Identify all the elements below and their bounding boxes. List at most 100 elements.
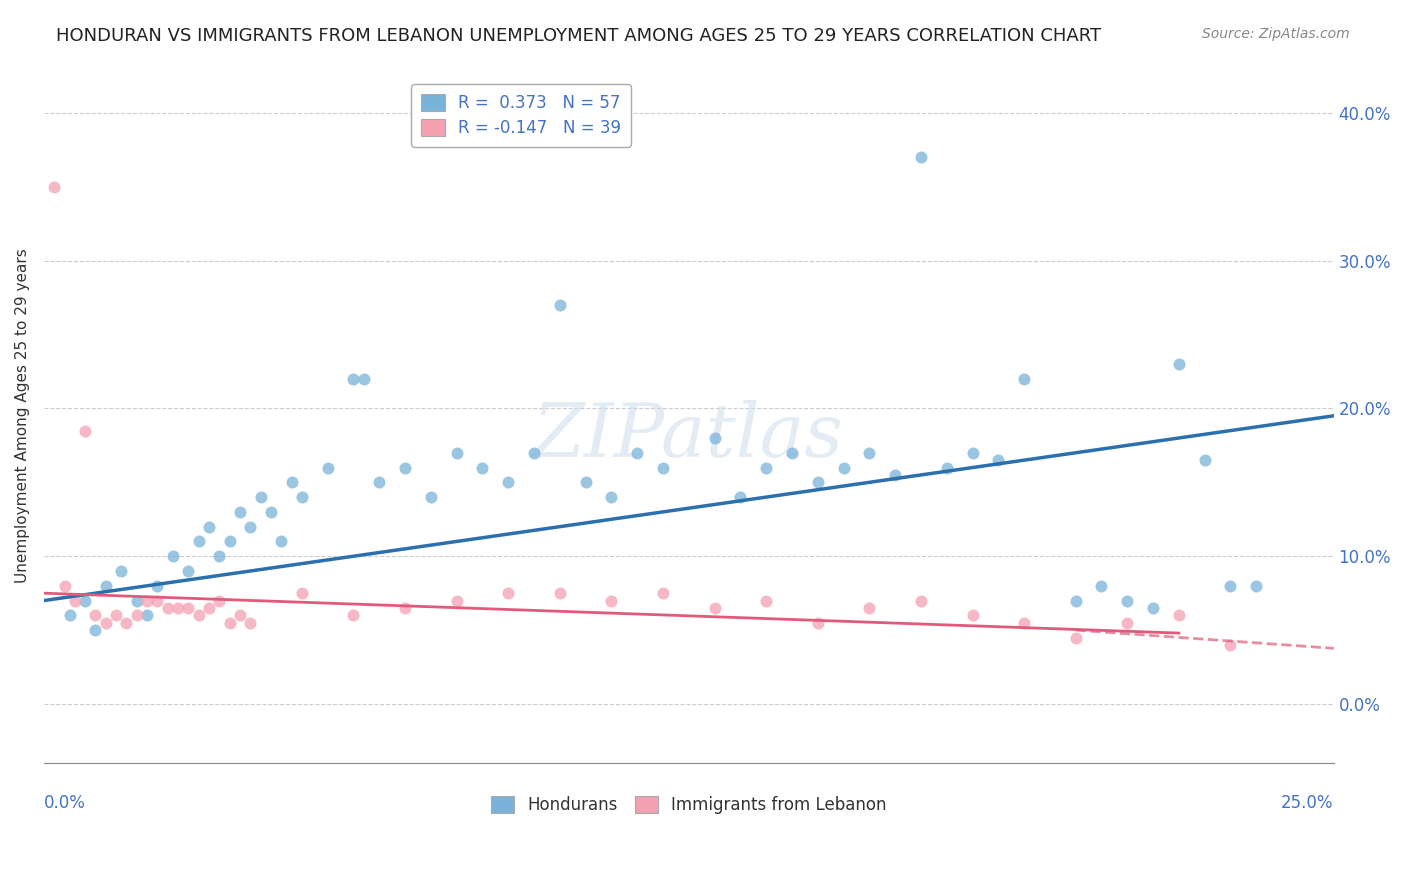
- Point: [146, 593, 169, 607]
- Point: [280, 475, 302, 490]
- Point: [652, 586, 675, 600]
- Point: [780, 446, 803, 460]
- Point: [1194, 453, 1216, 467]
- Text: ZIPatlas: ZIPatlas: [533, 401, 844, 473]
- Point: [1116, 593, 1139, 607]
- Point: [1142, 601, 1164, 615]
- Point: [125, 593, 148, 607]
- Point: [115, 615, 138, 630]
- Point: [496, 586, 519, 600]
- Point: [1064, 593, 1087, 607]
- Point: [198, 519, 221, 533]
- Point: [239, 519, 262, 533]
- Point: [342, 372, 364, 386]
- Point: [136, 608, 159, 623]
- Point: [218, 534, 240, 549]
- Point: [63, 593, 86, 607]
- Point: [208, 549, 231, 564]
- Point: [496, 475, 519, 490]
- Point: [167, 601, 190, 615]
- Point: [730, 490, 752, 504]
- Text: 25.0%: 25.0%: [1281, 794, 1334, 812]
- Point: [600, 490, 623, 504]
- Point: [136, 593, 159, 607]
- Point: [368, 475, 391, 490]
- Point: [218, 615, 240, 630]
- Point: [446, 446, 468, 460]
- Point: [84, 623, 107, 637]
- Point: [75, 593, 97, 607]
- Point: [574, 475, 596, 490]
- Point: [59, 608, 82, 623]
- Point: [1012, 615, 1035, 630]
- Point: [471, 460, 494, 475]
- Point: [249, 490, 271, 504]
- Point: [44, 179, 66, 194]
- Text: 0.0%: 0.0%: [44, 794, 86, 812]
- Point: [394, 601, 416, 615]
- Point: [703, 431, 725, 445]
- Point: [291, 490, 314, 504]
- Point: [962, 608, 984, 623]
- Point: [239, 615, 262, 630]
- Point: [94, 615, 117, 630]
- Point: [807, 475, 830, 490]
- Point: [832, 460, 855, 475]
- Point: [229, 608, 252, 623]
- Point: [884, 467, 907, 482]
- Point: [110, 564, 132, 578]
- Point: [548, 298, 571, 312]
- Point: [1219, 638, 1241, 652]
- Point: [1219, 579, 1241, 593]
- Point: [858, 446, 880, 460]
- Text: Source: ZipAtlas.com: Source: ZipAtlas.com: [1202, 27, 1350, 41]
- Point: [208, 593, 231, 607]
- Point: [75, 424, 97, 438]
- Point: [394, 460, 416, 475]
- Point: [162, 549, 184, 564]
- Point: [755, 460, 778, 475]
- Point: [446, 593, 468, 607]
- Point: [652, 460, 675, 475]
- Point: [187, 608, 209, 623]
- Point: [523, 446, 546, 460]
- Point: [53, 579, 76, 593]
- Point: [177, 564, 200, 578]
- Point: [156, 601, 179, 615]
- Point: [270, 534, 292, 549]
- Point: [198, 601, 221, 615]
- Point: [353, 372, 375, 386]
- Point: [94, 579, 117, 593]
- Point: [987, 453, 1010, 467]
- Point: [1244, 579, 1267, 593]
- Point: [703, 601, 725, 615]
- Point: [84, 608, 107, 623]
- Point: [1090, 579, 1112, 593]
- Point: [1064, 631, 1087, 645]
- Point: [419, 490, 441, 504]
- Point: [187, 534, 209, 549]
- Point: [177, 601, 200, 615]
- Point: [935, 460, 957, 475]
- Y-axis label: Unemployment Among Ages 25 to 29 years: Unemployment Among Ages 25 to 29 years: [15, 249, 30, 583]
- Point: [1167, 608, 1189, 623]
- Point: [1012, 372, 1035, 386]
- Point: [316, 460, 339, 475]
- Point: [342, 608, 364, 623]
- Point: [125, 608, 148, 623]
- Point: [105, 608, 128, 623]
- Text: HONDURAN VS IMMIGRANTS FROM LEBANON UNEMPLOYMENT AMONG AGES 25 TO 29 YEARS CORRE: HONDURAN VS IMMIGRANTS FROM LEBANON UNEM…: [56, 27, 1101, 45]
- Point: [229, 505, 252, 519]
- Point: [755, 593, 778, 607]
- Legend: Hondurans, Immigrants from Lebanon: Hondurans, Immigrants from Lebanon: [481, 786, 897, 824]
- Point: [626, 446, 648, 460]
- Point: [291, 586, 314, 600]
- Point: [962, 446, 984, 460]
- Point: [910, 593, 932, 607]
- Point: [858, 601, 880, 615]
- Point: [1116, 615, 1139, 630]
- Point: [600, 593, 623, 607]
- Point: [1167, 357, 1189, 371]
- Point: [260, 505, 283, 519]
- Point: [807, 615, 830, 630]
